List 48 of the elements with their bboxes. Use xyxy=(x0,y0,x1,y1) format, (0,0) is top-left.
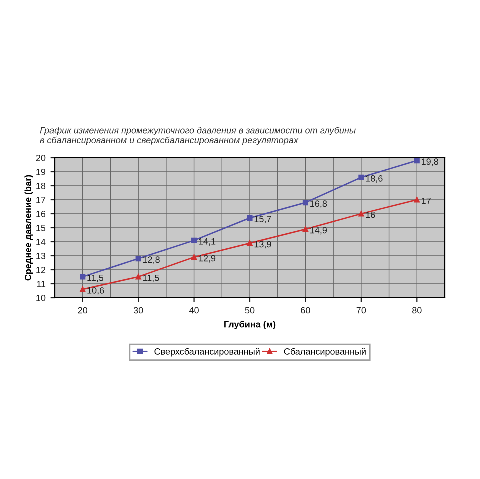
x-axis-title: Глубина (м) xyxy=(224,321,276,330)
legend-label: Сверхсбалансированный xyxy=(154,348,260,357)
data-label: 17 xyxy=(422,198,431,204)
point xyxy=(414,197,420,203)
point xyxy=(136,256,142,262)
y-tick-label: 20 xyxy=(36,154,46,162)
data-label: 10,6 xyxy=(88,287,104,295)
data-label: 19,8 xyxy=(422,158,438,166)
y-tick-label: 17 xyxy=(36,197,46,204)
x-tick-label: 60 xyxy=(301,307,310,314)
x-tick-label: 40 xyxy=(189,307,199,314)
x-tick-label: 50 xyxy=(245,307,255,314)
legend-label: Сбалансированный xyxy=(284,348,366,357)
y-tick-label: 19 xyxy=(36,168,46,176)
x-tick-label: 70 xyxy=(356,307,366,314)
data-label: 14,9 xyxy=(310,227,328,235)
x-tick-label: 80 xyxy=(412,307,422,314)
point xyxy=(247,215,253,221)
y-tick-label: 15 xyxy=(36,225,46,232)
y-tick-label: 16 xyxy=(36,210,46,218)
y-tick-label: 13 xyxy=(36,252,46,260)
point xyxy=(192,238,198,244)
data-label: 13,9 xyxy=(254,241,272,249)
data-label: 15,7 xyxy=(254,216,272,224)
point xyxy=(358,174,364,180)
data-label: 11,5 xyxy=(88,274,104,282)
point xyxy=(80,286,86,292)
point xyxy=(358,211,364,217)
chart-title: График изменения промежуточного давления в зависимости от глубины в сбалансированном и сверхсбалансированном регуляторах xyxy=(40,127,356,146)
y-tick-label: 12 xyxy=(36,266,46,274)
y-axis-title: Среднее давление (bar) xyxy=(24,175,34,281)
y-tick-label: 11 xyxy=(37,281,46,288)
x-tick-label: 30 xyxy=(134,307,144,314)
data-label: 12,9 xyxy=(199,255,216,263)
data-label: 16 xyxy=(366,212,376,218)
data-label: 11,5 xyxy=(143,274,160,282)
point xyxy=(302,200,308,206)
x-tick-label: 20 xyxy=(78,307,88,314)
data-label: 14,1 xyxy=(199,238,216,246)
point xyxy=(136,274,142,280)
data-label: 12,8 xyxy=(143,256,160,264)
y-tick-label: 14 xyxy=(36,239,46,246)
point xyxy=(80,274,86,280)
point xyxy=(414,158,420,164)
data-label: 18,6 xyxy=(366,175,383,183)
data-label: 16,8 xyxy=(310,200,328,208)
y-tick-label: 10 xyxy=(36,294,46,302)
y-tick-label: 18 xyxy=(36,182,46,190)
